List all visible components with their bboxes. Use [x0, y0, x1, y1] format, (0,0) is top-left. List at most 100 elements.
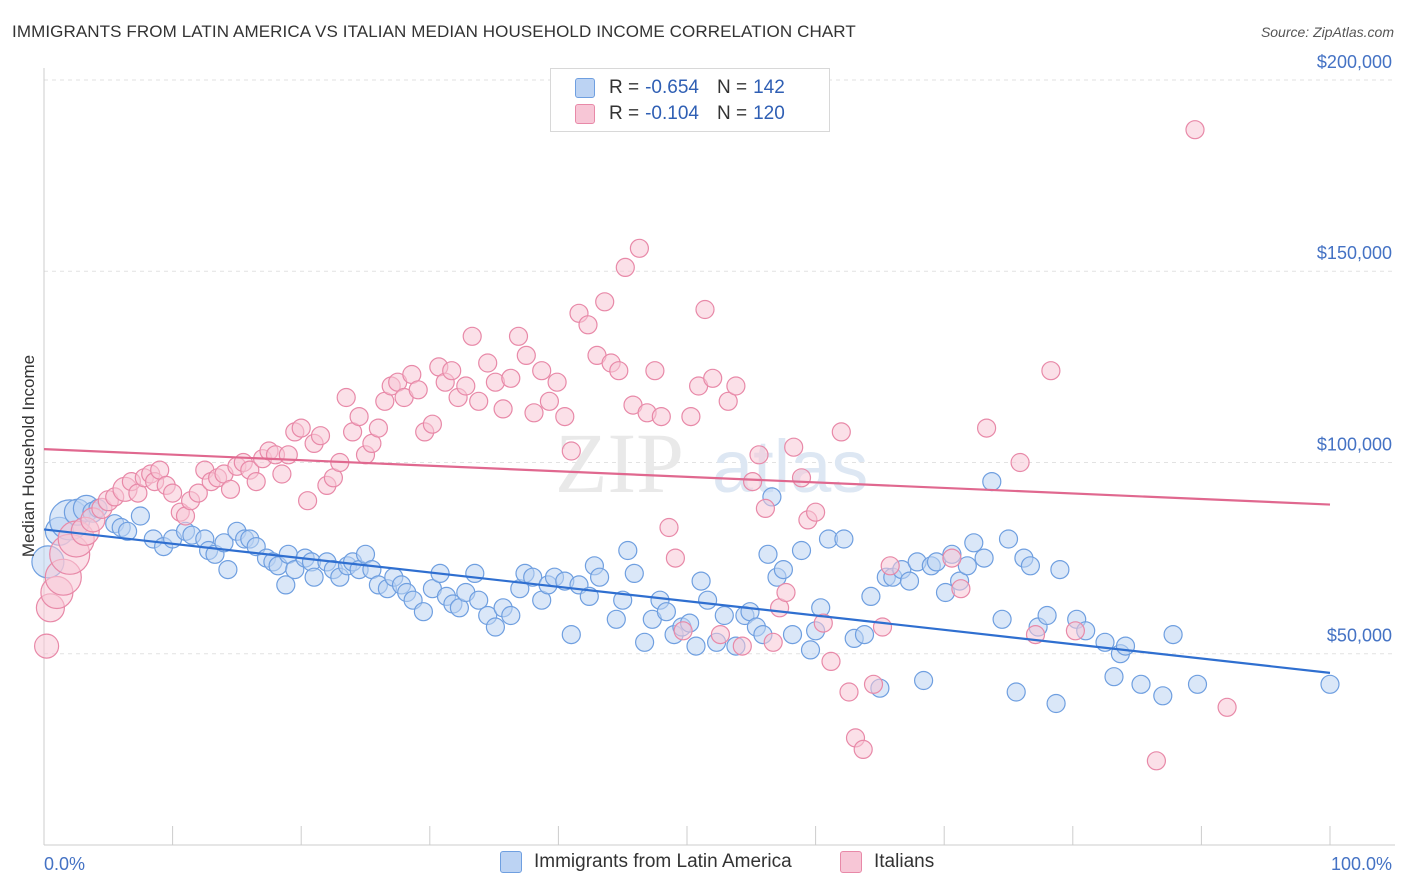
point-latin-america [304, 567, 324, 587]
point-italians [408, 380, 428, 400]
point-latin-america [1050, 559, 1070, 580]
x-tick-label: 100.0% [1331, 854, 1392, 874]
point-italians [561, 441, 581, 461]
point-italians [813, 613, 833, 633]
point-latin-america [130, 506, 150, 526]
axes [43, 68, 1395, 846]
point-italians [763, 632, 783, 652]
point-italians [1146, 751, 1167, 771]
legend-item-italians: Italians [840, 851, 934, 873]
point-italians [732, 636, 752, 656]
point-italians [831, 422, 851, 442]
point-italians [349, 407, 369, 427]
y-tick-label: $150,000 [1317, 243, 1392, 263]
legend-r-value: -0.654 [645, 77, 699, 98]
point-italians [33, 633, 60, 659]
point-latin-america [964, 533, 984, 553]
point-latin-america [606, 609, 626, 629]
point-latin-america [624, 563, 644, 584]
point-italians [336, 387, 356, 408]
point-italians [595, 292, 615, 312]
point-italians [368, 418, 388, 438]
point-italians [629, 238, 650, 258]
point-italians [310, 426, 331, 446]
point-italians [456, 376, 476, 396]
point-italians [718, 391, 738, 411]
legend-row-italians: R = -0.104 N = 120 [575, 102, 785, 126]
point-italians [805, 502, 826, 522]
x-tick-label: 0.0% [44, 854, 85, 874]
point-italians [442, 361, 462, 381]
point-latin-america [854, 624, 875, 645]
point-italians [291, 418, 311, 438]
point-italians [791, 468, 812, 488]
point-latin-america [589, 567, 610, 587]
point-italians [532, 361, 552, 381]
point-latin-america [913, 670, 934, 691]
trend-line-latin-america [43, 528, 1331, 674]
axis-labels: $50,000 $100,000 $150,000 $200,000 0.0% 100.0… [19, 52, 1392, 874]
point-latin-america [523, 567, 543, 587]
point-latin-america [465, 563, 485, 584]
data-points [31, 120, 1340, 771]
legend-swatch-latin-america [575, 78, 595, 98]
point-latin-america [1153, 686, 1173, 706]
point-latin-america [1187, 674, 1208, 694]
point-italians [539, 391, 560, 411]
point-italians [703, 368, 723, 388]
y-axis-label: Median Household Income [19, 355, 38, 557]
trend-line-italians [43, 448, 1331, 506]
point-latin-america [1163, 624, 1183, 645]
point-italians [501, 368, 521, 388]
point-italians [272, 464, 292, 484]
point-latin-america [691, 571, 711, 591]
legend-swatch-latin-america [500, 851, 522, 873]
y-tick-label: $200,000 [1317, 52, 1392, 72]
legend-n-label: N = [716, 103, 748, 124]
point-latin-america [697, 590, 718, 610]
point-latin-america [800, 640, 821, 660]
point-italians [298, 491, 318, 511]
y-tick-label: $50,000 [1327, 626, 1392, 646]
point-italians [821, 651, 841, 672]
point-italians [651, 407, 671, 427]
point-latin-america [579, 586, 599, 607]
y-tick-label: $100,000 [1317, 434, 1392, 454]
legend-item-latin-america: Immigrants from Latin America [500, 851, 792, 873]
point-latin-america [998, 529, 1019, 549]
point-italians [776, 582, 796, 603]
point-latin-america [1115, 636, 1136, 656]
point-italians [278, 445, 298, 465]
legend-swatch-italians [575, 104, 595, 124]
point-italians [524, 403, 544, 423]
point-latin-america [485, 617, 505, 637]
point-italians [1010, 452, 1030, 473]
point-italians [726, 376, 746, 396]
point-latin-america [974, 548, 994, 568]
point-italians [659, 517, 679, 538]
point-latin-america [957, 556, 977, 576]
point-latin-america [501, 605, 521, 626]
legend-row-latin-america: R = -0.654 N = 142 [575, 76, 785, 100]
point-latin-america [1037, 605, 1057, 626]
point-latin-america [1006, 682, 1026, 702]
point-latin-america [561, 624, 581, 645]
point-latin-america [714, 605, 734, 626]
point-latin-america [218, 559, 238, 580]
watermark-zip: ZIP [555, 415, 684, 511]
point-latin-america [618, 540, 638, 561]
point-italians [742, 472, 763, 492]
point-italians [951, 579, 971, 599]
point-italians [863, 674, 884, 694]
legend-r-label: R = [609, 103, 640, 124]
point-latin-america [117, 521, 138, 541]
point-italians [645, 361, 665, 381]
trend-lines [43, 448, 1331, 674]
point-italians [784, 437, 804, 457]
point-italians [469, 391, 489, 411]
point-italians [880, 556, 900, 576]
legend-r-value: -0.104 [645, 103, 699, 124]
point-latin-america [1104, 667, 1124, 687]
legend-swatch-italians [840, 851, 862, 873]
point-latin-america [791, 540, 812, 561]
